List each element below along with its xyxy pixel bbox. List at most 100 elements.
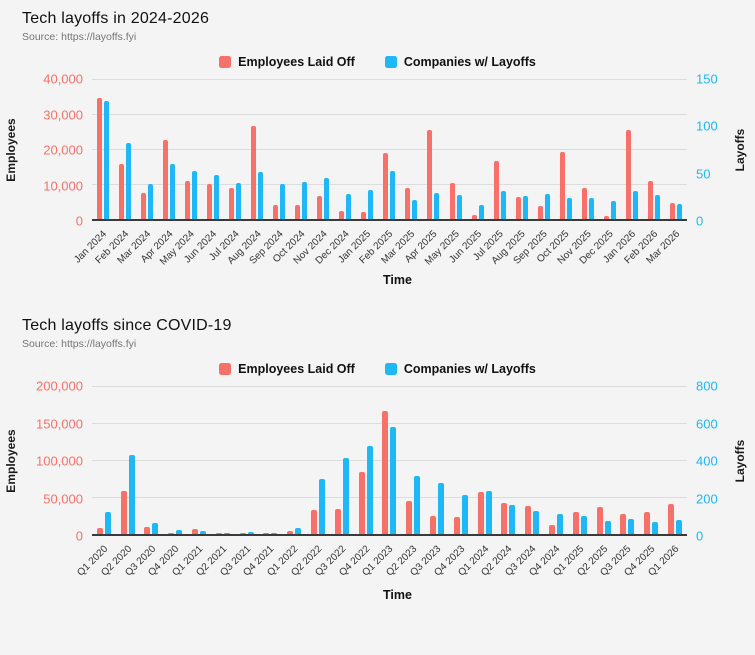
employees-bar[interactable]: [239, 532, 246, 534]
companies-bar[interactable]: [126, 143, 132, 219]
employees-bar[interactable]: [572, 512, 579, 534]
employees-bar[interactable]: [406, 500, 413, 534]
companies-bar[interactable]: [434, 192, 440, 219]
companies-bar[interactable]: [170, 163, 176, 219]
companies-bar[interactable]: [390, 426, 397, 534]
employees-bar[interactable]: [383, 152, 389, 219]
employees-bar[interactable]: [119, 164, 125, 219]
employees-bar[interactable]: [477, 491, 484, 534]
employees-bar[interactable]: [311, 509, 318, 534]
companies-bar[interactable]: [566, 198, 572, 219]
companies-bar[interactable]: [346, 193, 352, 219]
companies-bar[interactable]: [280, 184, 286, 219]
employees-bar[interactable]: [317, 196, 323, 219]
companies-bar[interactable]: [152, 522, 159, 534]
companies-bar[interactable]: [485, 491, 492, 534]
employees-bar[interactable]: [620, 514, 627, 534]
companies-bar[interactable]: [533, 510, 540, 534]
employees-bar[interactable]: [229, 187, 235, 219]
companies-bar[interactable]: [223, 532, 230, 534]
companies-bar[interactable]: [192, 171, 198, 219]
employees-bar[interactable]: [120, 491, 127, 534]
legend-item-companies[interactable]: Companies w/ Layoffs: [384, 55, 536, 69]
employees-bar[interactable]: [97, 98, 103, 219]
companies-bar[interactable]: [676, 520, 683, 534]
employees-bar[interactable]: [430, 516, 437, 534]
companies-bar[interactable]: [258, 172, 264, 219]
legend-item-companies[interactable]: Companies w/ Layoffs: [384, 362, 536, 376]
companies-bar[interactable]: [438, 483, 445, 534]
companies-bar[interactable]: [148, 183, 154, 219]
employees-bar[interactable]: [471, 214, 477, 219]
employees-bar[interactable]: [603, 215, 609, 219]
companies-bar[interactable]: [214, 175, 220, 219]
employees-bar[interactable]: [96, 528, 103, 534]
companies-bar[interactable]: [676, 204, 682, 219]
companies-bar[interactable]: [412, 200, 418, 219]
companies-bar[interactable]: [342, 458, 349, 534]
employees-bar[interactable]: [251, 126, 257, 219]
companies-bar[interactable]: [366, 446, 373, 534]
employees-bar[interactable]: [537, 206, 543, 219]
employees-bar[interactable]: [215, 532, 222, 534]
companies-bar[interactable]: [324, 177, 330, 219]
employees-bar[interactable]: [144, 526, 151, 534]
employees-bar[interactable]: [581, 187, 587, 219]
employees-bar[interactable]: [427, 130, 433, 219]
companies-bar[interactable]: [104, 511, 111, 534]
companies-bar[interactable]: [604, 521, 611, 534]
companies-bar[interactable]: [104, 101, 110, 219]
employees-bar[interactable]: [287, 530, 294, 534]
employees-bar[interactable]: [263, 532, 270, 534]
employees-bar[interactable]: [382, 411, 389, 534]
companies-bar[interactable]: [247, 532, 254, 534]
companies-bar[interactable]: [302, 181, 308, 219]
legend-item-employees[interactable]: Employees Laid Off: [219, 362, 355, 376]
employees-bar[interactable]: [453, 516, 460, 534]
employees-bar[interactable]: [168, 532, 175, 534]
companies-bar[interactable]: [652, 522, 659, 534]
companies-bar[interactable]: [509, 505, 516, 534]
employees-bar[interactable]: [596, 507, 603, 534]
employees-bar[interactable]: [273, 205, 279, 219]
companies-bar[interactable]: [200, 531, 207, 534]
employees-bar[interactable]: [647, 180, 653, 219]
companies-bar[interactable]: [557, 514, 564, 534]
companies-bar[interactable]: [544, 193, 550, 219]
employees-bar[interactable]: [625, 130, 631, 219]
companies-bar[interactable]: [390, 171, 396, 219]
employees-bar[interactable]: [668, 503, 675, 534]
employees-bar[interactable]: [339, 210, 345, 219]
employees-bar[interactable]: [405, 188, 411, 219]
employees-bar[interactable]: [644, 512, 651, 534]
companies-bar[interactable]: [500, 191, 506, 219]
companies-bar[interactable]: [319, 479, 326, 534]
companies-bar[interactable]: [128, 455, 135, 534]
companies-bar[interactable]: [628, 518, 635, 534]
employees-bar[interactable]: [515, 197, 521, 219]
employees-bar[interactable]: [559, 151, 565, 219]
companies-bar[interactable]: [461, 495, 468, 534]
companies-bar[interactable]: [654, 194, 660, 219]
companies-bar[interactable]: [414, 476, 421, 534]
employees-bar[interactable]: [192, 529, 199, 534]
employees-bar[interactable]: [163, 139, 169, 219]
companies-bar[interactable]: [580, 515, 587, 534]
employees-bar[interactable]: [141, 193, 147, 219]
companies-bar[interactable]: [478, 205, 484, 219]
employees-bar[interactable]: [334, 508, 341, 534]
legend-item-employees[interactable]: Employees Laid Off: [219, 55, 355, 69]
companies-bar[interactable]: [236, 182, 242, 219]
companies-bar[interactable]: [456, 194, 462, 219]
employees-bar[interactable]: [185, 180, 191, 219]
employees-bar[interactable]: [501, 502, 508, 534]
companies-bar[interactable]: [271, 532, 278, 534]
employees-bar[interactable]: [295, 205, 301, 219]
employees-bar[interactable]: [449, 182, 455, 219]
employees-bar[interactable]: [669, 203, 675, 219]
employees-bar[interactable]: [525, 505, 532, 534]
companies-bar[interactable]: [632, 191, 638, 219]
employees-bar[interactable]: [361, 211, 367, 219]
companies-bar[interactable]: [176, 530, 183, 534]
companies-bar[interactable]: [368, 190, 374, 219]
